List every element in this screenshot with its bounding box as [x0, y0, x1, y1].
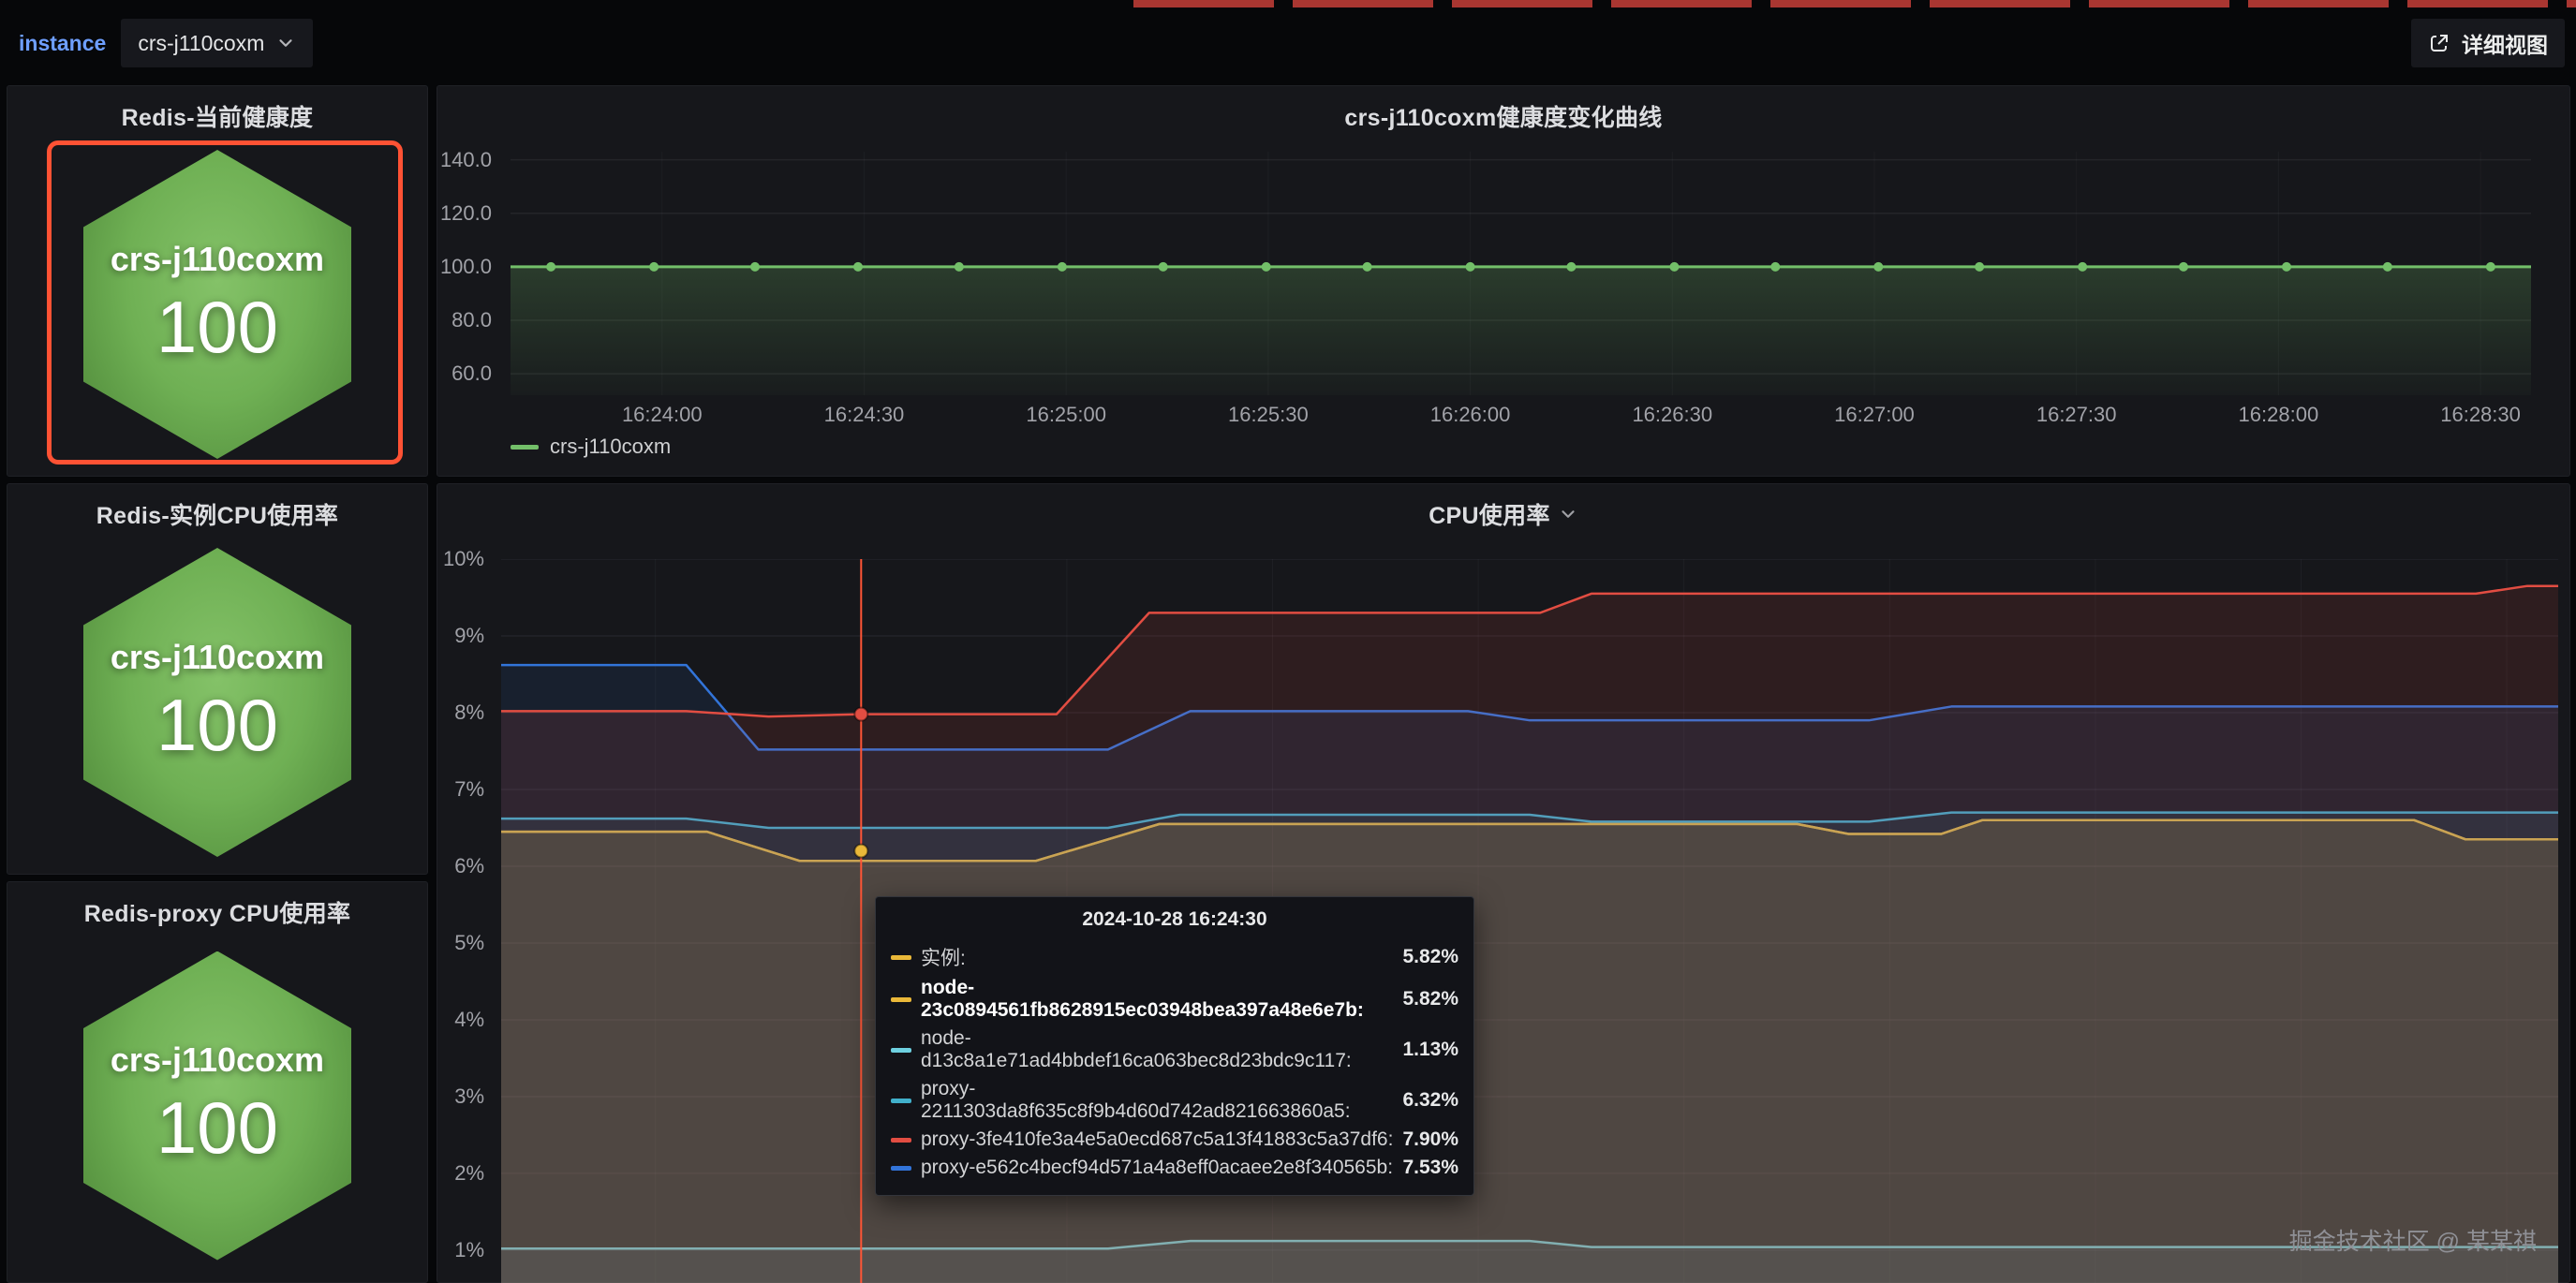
- axis-label: 7%: [454, 776, 484, 801]
- panel-title-health-trend[interactable]: crs-j110coxm健康度变化曲线: [1344, 105, 1663, 131]
- proxy-cpu-hexagon: crs-j110coxm 100: [83, 951, 351, 1261]
- axis-label: 140.0: [439, 147, 492, 171]
- cpu-panel-title-text: CPU使用率: [1429, 503, 1550, 529]
- tooltip-series-name: node-23c0894561fb8628915ec03948bea397a48…: [921, 977, 1364, 1021]
- hexagon-wrap: crs-j110coxm 100: [7, 133, 427, 476]
- tooltip-series-name: proxy-e562c4becf94d571a4a8eff0acaee2e8f3…: [921, 1157, 1394, 1178]
- chevron-down-icon: [279, 39, 292, 47]
- legend-item-crs-j110coxm[interactable]: crs-j110coxm: [511, 435, 671, 459]
- series-color-swatch: [891, 1137, 911, 1143]
- cpu-usage-chart[interactable]: [501, 559, 2558, 1283]
- x-axis-labels: 16:24:00 16:24:30 16:25:00 16:25:30 16:26:00…: [511, 401, 2531, 429]
- tooltip-series-value: 1.13%: [1402, 1039, 1458, 1060]
- tooltip-series-name: node-d13c8a1e71ad4bbdef16ca063bec8d23bdc…: [921, 1027, 1352, 1071]
- hexagon-wrap: crs-j110coxm 100: [7, 929, 427, 1282]
- series-color-swatch: [891, 1165, 911, 1171]
- axis-label: 100.0: [439, 254, 492, 278]
- series-color-swatch: [891, 1098, 911, 1103]
- tooltip-series-value: 5.82%: [1402, 988, 1458, 1010]
- hexagon-instance-label: crs-j110coxm: [110, 637, 325, 676]
- axis-label: 120.0: [439, 200, 492, 225]
- series-color-swatch: [891, 1047, 911, 1053]
- hexagon-health-value: 100: [155, 285, 279, 368]
- chart-tooltip: 2024-10-28 16:24:30 实例: 5.82% node-23c0894…: [875, 896, 1474, 1196]
- chevron-down-icon: [1562, 510, 1575, 518]
- tooltip-series-value: 5.82%: [1402, 946, 1458, 967]
- axis-label: 80.0: [452, 308, 492, 332]
- tooltip-series-name: proxy-2211303da8f635c8f9b4d60d742ad82166…: [921, 1078, 1351, 1122]
- health-hexagon: crs-j110coxm 100: [83, 150, 351, 459]
- tooltip-series-value: 7.53%: [1402, 1157, 1458, 1178]
- y-axis-labels: 140.0 120.0 100.0 80.0 60.0: [437, 148, 499, 395]
- hexagon-instance-label: crs-j110coxm: [110, 239, 325, 278]
- axis-label: 16:28:30: [2440, 403, 2521, 426]
- top-edge-red-strip: [1133, 0, 2576, 7]
- axis-label: 16:24:00: [621, 403, 703, 426]
- axis-label: 16:28:00: [2238, 403, 2319, 426]
- axis-label: 1%: [454, 1237, 484, 1261]
- tooltip-series-name: proxy-3fe410fe3a4e5a0ecd687c5a13f41883c5…: [921, 1128, 1394, 1150]
- tooltip-row: node-23c0894561fb8628915ec03948bea397a48…: [891, 974, 1458, 1025]
- panel-redis-current-health: Redis-当前健康度 crs-j110coxm 100: [7, 85, 428, 477]
- legend-color-swatch: [511, 444, 539, 450]
- axis-label: 16:26:30: [1632, 403, 1713, 426]
- health-line-chart[interactable]: [511, 152, 2531, 395]
- tooltip-series-value: 7.90%: [1402, 1128, 1458, 1150]
- axis-label: 16:24:30: [823, 403, 905, 426]
- tooltip-rows: 实例: 5.82% node-23c0894561fb8628915ec03948b…: [891, 940, 1458, 1182]
- instance-dropdown-value: crs-j110coxm: [138, 30, 265, 55]
- axis-label: 3%: [454, 1084, 484, 1108]
- tooltip-row: proxy-e562c4becf94d571a4a8eff0acaee2e8f3…: [891, 1154, 1458, 1182]
- panel-cpu-usage-chart: CPU使用率 10% 9% 8% 7% 6% 5% 4% 3% 2% 1% 2024-10-28 …: [437, 483, 2570, 1283]
- tooltip-series-name: 实例:: [921, 948, 966, 969]
- detail-view-label: 详细视图: [2462, 33, 2548, 57]
- top-bar: instance crs-j110coxm 详细视图: [0, 0, 2576, 79]
- axis-label: 10%: [442, 547, 484, 570]
- axis-label: 2%: [454, 1160, 484, 1185]
- axis-label: 8%: [454, 700, 484, 724]
- panel-title-cpu-usage[interactable]: CPU使用率: [437, 497, 2569, 531]
- axis-label: 9%: [454, 623, 484, 647]
- tooltip-row: node-d13c8a1e71ad4bbdef16ca063bec8d23bdc…: [891, 1025, 1458, 1075]
- instance-cpu-hexagon: crs-j110coxm 100: [83, 548, 351, 857]
- hexagon-cpu-value: 100: [155, 1086, 279, 1169]
- tooltip-row: 实例: 5.82%: [891, 940, 1458, 974]
- tooltip-series-value: 6.32%: [1402, 1089, 1458, 1111]
- panel-redis-instance-cpu: Redis-实例CPU使用率 crs-j110coxm 100: [7, 483, 428, 875]
- axis-label: 4%: [454, 1007, 484, 1031]
- hexagon-wrap: crs-j110coxm 100: [7, 531, 427, 874]
- series-color-swatch: [891, 954, 911, 960]
- watermark: 掘金技术社区 @ 某某祺: [2288, 1229, 2537, 1255]
- panel-redis-proxy-cpu: Redis-proxy CPU使用率 crs-j110coxm 100: [7, 881, 428, 1283]
- tooltip-row: proxy-2211303da8f635c8f9b4d60d742ad82166…: [891, 1075, 1458, 1126]
- axis-label: 5%: [454, 930, 484, 954]
- variable-label: instance: [19, 30, 107, 55]
- tooltip-row: proxy-3fe410fe3a4e5a0ecd687c5a13f41883c5…: [891, 1126, 1458, 1154]
- axis-label: 16:25:30: [1228, 403, 1309, 426]
- external-link-icon: [2431, 35, 2448, 52]
- panel-title-instance-cpu[interactable]: Redis-实例CPU使用率: [96, 503, 339, 529]
- template-variable-instance: instance crs-j110coxm: [19, 19, 314, 67]
- hexagon-instance-label: crs-j110coxm: [110, 1040, 325, 1079]
- panel-title-redis-health[interactable]: Redis-当前健康度: [121, 105, 314, 131]
- axis-label: 16:27:00: [1834, 403, 1915, 426]
- instance-dropdown[interactable]: crs-j110coxm: [121, 19, 314, 67]
- axis-label: 60.0: [452, 361, 492, 386]
- detail-view-button[interactable]: 详细视图: [2411, 19, 2565, 67]
- axis-label: 16:26:00: [1429, 403, 1511, 426]
- panel-health-trend-chart: crs-j110coxm健康度变化曲线 140.0 120.0 100.0 80.0 6…: [437, 85, 2570, 477]
- panel-title-proxy-cpu[interactable]: Redis-proxy CPU使用率: [83, 901, 351, 927]
- axis-label: 16:25:00: [1026, 403, 1106, 426]
- y-axis-labels: 10% 9% 8% 7% 6% 5% 4% 3% 2% 1%: [437, 547, 492, 1283]
- tooltip-timestamp: 2024-10-28 16:24:30: [1082, 908, 1267, 930]
- axis-label: 16:27:30: [2036, 403, 2117, 426]
- hexagon-cpu-value: 100: [155, 683, 279, 766]
- series-color-swatch: [891, 996, 911, 1002]
- legend-label: crs-j110coxm: [550, 435, 672, 458]
- axis-label: 6%: [454, 853, 484, 877]
